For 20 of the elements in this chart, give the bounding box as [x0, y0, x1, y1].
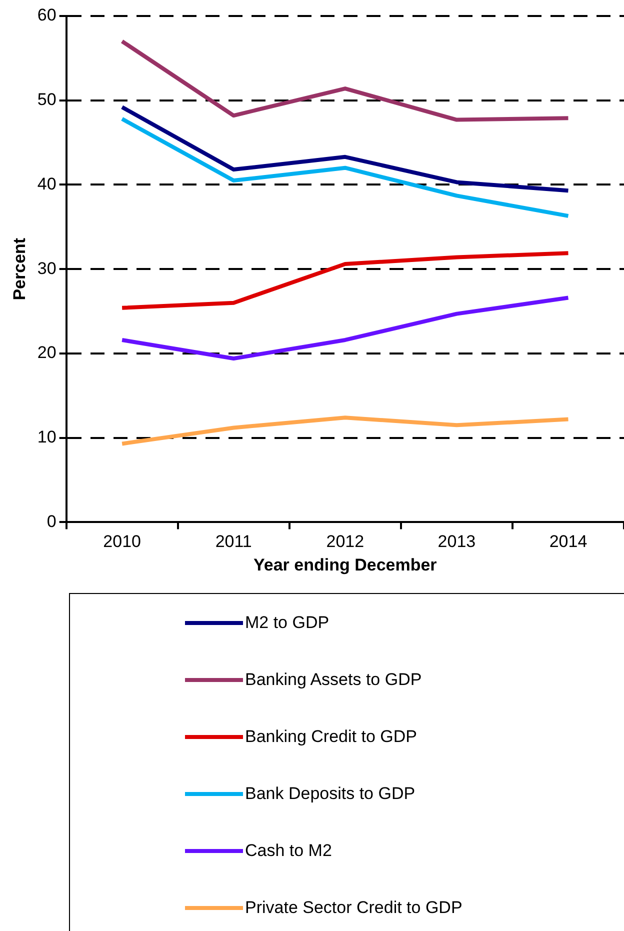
y-tick-label: 30	[37, 258, 56, 278]
legend-label: Private Sector Credit to GDP	[245, 898, 462, 918]
y-tick-label: 40	[37, 174, 56, 194]
legend-label: Cash to M2	[245, 840, 332, 860]
x-tick-label: 2014	[549, 532, 588, 552]
y-tick-label: 20	[37, 343, 56, 362]
y-tick-label: 0	[46, 512, 56, 531]
legend-label: M2 to GDP	[245, 612, 330, 632]
y-axis-title: Percent	[10, 238, 29, 300]
y-tick-label: 10	[37, 428, 56, 447]
legend-label: Banking Credit to GDP	[245, 726, 417, 746]
x-tick-label: 2010	[103, 532, 141, 552]
y-tick-label: 50	[37, 90, 56, 110]
x-tick-label: 2013	[438, 532, 476, 552]
x-axis-title: Year ending December	[254, 555, 438, 574]
y-tick-label: 60	[37, 6, 56, 25]
legend-label: Banking Assets to GDP	[245, 670, 422, 690]
legend-label: Bank Deposits to GDP	[245, 784, 416, 804]
x-tick-label: 2011	[215, 532, 252, 552]
x-tick-label: 2012	[326, 532, 364, 552]
